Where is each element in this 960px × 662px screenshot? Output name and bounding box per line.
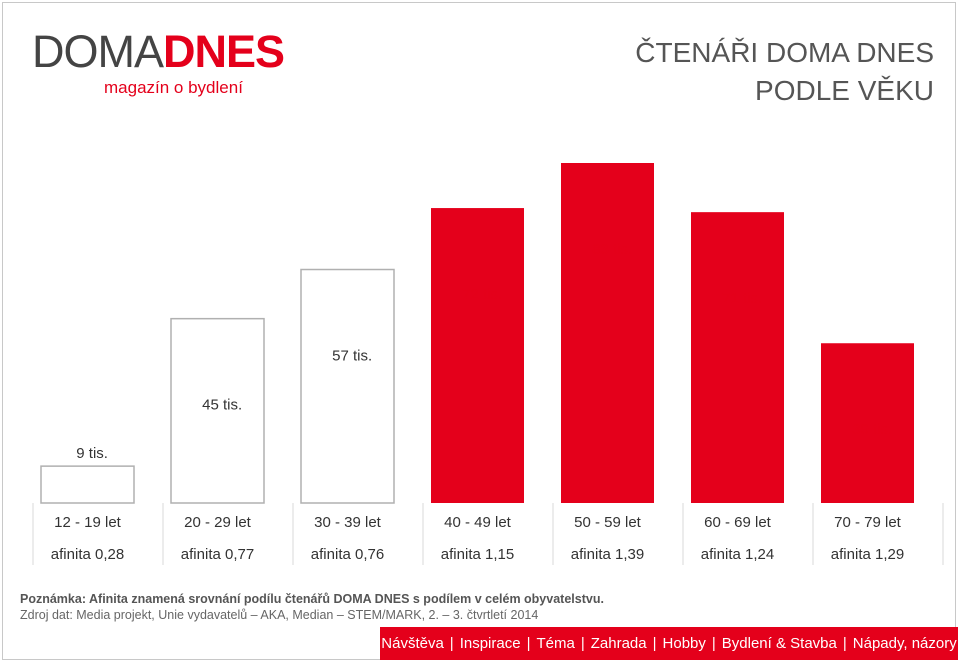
nav-separator: |	[580, 635, 585, 652]
value-label: 83 tis.	[592, 241, 632, 258]
nav-separator: |	[711, 635, 716, 652]
nav-separator: |	[842, 635, 847, 652]
heading-line1: ČTENÁŘI DOMA DNES	[635, 37, 934, 68]
nav-item[interactable]: Návštěva	[381, 635, 444, 652]
heading-line2: PODLE VĚKU	[755, 75, 934, 106]
value-label: 39 tis.	[852, 421, 892, 438]
note-text: Poznámka: Afinita znamená srovnání podíl…	[20, 592, 604, 606]
nav-separator: |	[526, 635, 531, 652]
nav-item[interactable]: Bydlení & Stavba	[721, 635, 837, 652]
category-label: 20 - 29 let	[184, 514, 251, 531]
bar-50-59let	[561, 163, 654, 503]
value-label: 45 tis.	[202, 397, 242, 414]
chart-heading: ČTENÁŘI DOMA DNES PODLE VĚKU	[635, 34, 934, 110]
category-label: 60 - 69 let	[704, 514, 771, 531]
nav-separator: |	[652, 635, 657, 652]
category-label: 12 - 19 let	[54, 514, 121, 531]
source-text: Zdroj dat: Media projekt, Unie vydavatel…	[20, 608, 539, 622]
category-label: 30 - 39 let	[314, 514, 381, 531]
value-label: 71 tis.	[722, 290, 762, 307]
logo-tagline: magazín o bydlení	[104, 78, 243, 97]
logo-dnes-text: DNES	[163, 26, 285, 77]
bar-30-39let	[300, 268, 395, 504]
bar-12-19let	[40, 465, 135, 504]
nav-separator: |	[449, 635, 454, 652]
section-nav-bar: Návštěva | Inspirace | Téma | Zahrada | Hobby | By…	[380, 627, 958, 660]
affinity-label: afinita 1,29	[830, 546, 905, 563]
affinity-label: afinita 1,15	[440, 546, 515, 563]
bar-20-29let	[170, 317, 265, 504]
affinity-label: afinita 1,24	[700, 546, 775, 563]
nav-item[interactable]: Téma	[536, 635, 575, 652]
affinity-label: afinita 0,28	[50, 546, 125, 563]
bar-70-79let	[821, 343, 914, 503]
category-label: 70 - 79 let	[834, 514, 901, 531]
bar-60-69let	[691, 212, 784, 504]
logo-doma-text: DOMA	[32, 26, 164, 77]
age-bar-chart: 9 tis. 45 tis. 57 tis. 72 tis. 83 tis. 71 tis…	[32, 163, 944, 565]
value-label: 57 tis.	[332, 348, 372, 365]
affinity-label: afinita 0,76	[310, 546, 385, 563]
category-label: 40 - 49 let	[444, 514, 511, 531]
bar-40-49let	[431, 208, 524, 503]
category-label: 50 - 59 let	[574, 514, 641, 531]
nav-item[interactable]: Hobby	[662, 635, 706, 652]
nav-item[interactable]: Nápady, názory	[852, 635, 957, 652]
affinity-label: afinita 0,77	[180, 546, 255, 563]
nav-item[interactable]: Inspirace	[459, 635, 521, 652]
affinity-label: afinita 1,39	[570, 546, 645, 563]
value-label: 9 tis.	[76, 445, 108, 462]
nav-item[interactable]: Zahrada	[590, 635, 647, 652]
value-label: 72 tis.	[462, 286, 502, 303]
